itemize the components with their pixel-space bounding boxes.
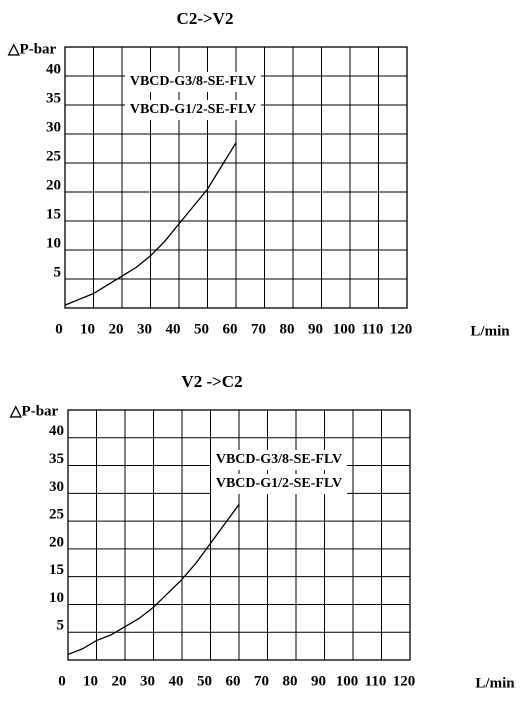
x-tick-label: 120 [390, 321, 413, 337]
annotation-bg [211, 450, 347, 470]
x-tick-label: 40 [166, 321, 181, 337]
x-tick-label: 0 [58, 673, 66, 689]
x-tick-label: 60 [226, 673, 241, 689]
y-tick-label: 40 [49, 423, 64, 439]
y-tick-label: 35 [49, 451, 64, 467]
y-tick-label: 35 [46, 90, 61, 106]
y-tick-label: 40 [46, 61, 61, 77]
chart-title: V2 ->C2 [181, 372, 242, 391]
annotation-bg [125, 72, 261, 92]
y-tick-label: 20 [46, 177, 61, 193]
annotation-bg [211, 474, 347, 494]
y-tick-label: 15 [49, 562, 64, 578]
x-tick-label: 70 [254, 673, 269, 689]
annotation: VBCD-G3/8-SE-FLV [130, 74, 256, 89]
curve [67, 504, 240, 656]
x-tick-label: 90 [308, 321, 323, 337]
x-tick-label: 20 [112, 673, 127, 689]
y-tick-label: 10 [49, 590, 64, 606]
x-tick-label: 40 [169, 673, 184, 689]
x-axis-label: L/min [475, 675, 515, 691]
x-tick-label: 30 [137, 321, 152, 337]
y-tick-label: 5 [57, 618, 65, 634]
x-tick-label: 10 [80, 321, 95, 337]
x-tick-label: 0 [55, 321, 63, 337]
y-tick-label: 20 [49, 534, 64, 550]
chart-title: C2->V2 [177, 9, 234, 28]
x-tick-label: 120 [393, 673, 416, 689]
x-tick-label: 10 [83, 673, 98, 689]
x-tick-label: 110 [362, 321, 384, 337]
annotation: VBCD-G1/2-SE-FLV [216, 476, 342, 491]
y-tick-label: 30 [46, 119, 61, 135]
x-tick-label: 70 [251, 321, 266, 337]
y-tick-label: 15 [46, 206, 61, 222]
x-tick-label: 90 [311, 673, 326, 689]
annotation: VBCD-G1/2-SE-FLV [130, 102, 256, 117]
x-tick-label: 20 [109, 321, 124, 337]
y-tick-label: 10 [46, 235, 61, 251]
x-tick-label: 100 [336, 673, 359, 689]
y-axis-label: △P-bar [9, 403, 59, 419]
x-axis-label: L/min [470, 323, 510, 339]
y-tick-label: 30 [49, 479, 64, 495]
x-tick-label: 60 [223, 321, 238, 337]
x-tick-label: 80 [280, 321, 295, 337]
x-tick-label: 110 [365, 673, 387, 689]
y-tick-label: 25 [46, 148, 61, 164]
x-tick-label: 100 [333, 321, 356, 337]
annotation-bg [125, 100, 261, 120]
y-axis-label: △P-bar [7, 41, 57, 57]
curve [64, 142, 237, 306]
y-tick-label: 25 [49, 507, 64, 523]
y-tick-label: 5 [54, 264, 62, 280]
x-tick-label: 50 [197, 673, 212, 689]
x-tick-label: 50 [194, 321, 209, 337]
x-tick-label: 30 [140, 673, 155, 689]
x-tick-label: 80 [283, 673, 298, 689]
annotation: VBCD-G3/8-SE-FLV [216, 452, 342, 467]
